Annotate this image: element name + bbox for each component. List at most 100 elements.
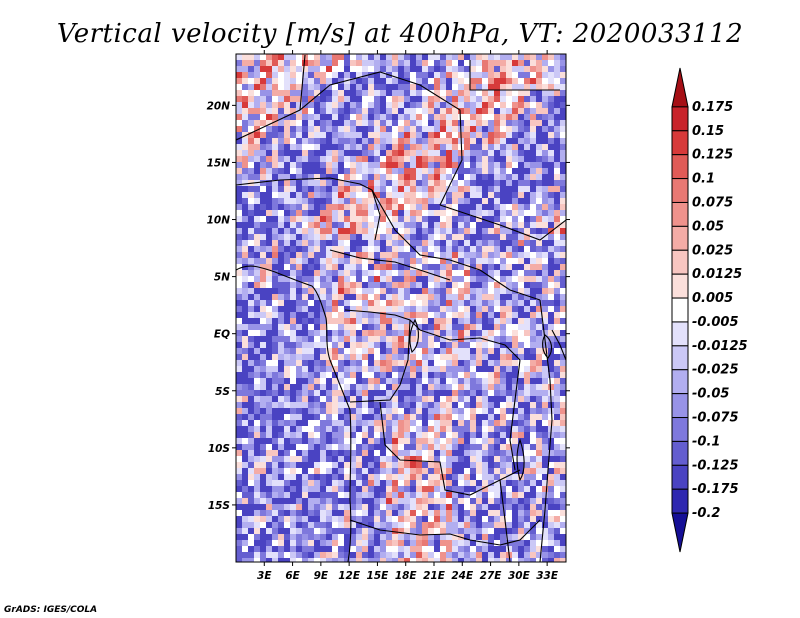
field-cell — [452, 66, 458, 72]
field-cell — [482, 90, 488, 96]
field-cell — [440, 144, 446, 150]
field-cell — [560, 150, 566, 156]
field-cell — [434, 180, 440, 186]
field-cell — [344, 162, 350, 168]
field-cell — [326, 150, 332, 156]
field-cell — [302, 264, 308, 270]
field-cell — [326, 312, 332, 318]
field-cell — [446, 186, 452, 192]
field-cell — [266, 354, 272, 360]
field-cell — [446, 162, 452, 168]
field-cell — [482, 516, 488, 522]
field-cell — [380, 270, 386, 276]
field-cell — [284, 324, 290, 330]
field-cell — [260, 204, 266, 210]
field-cell — [284, 234, 290, 240]
field-cell — [284, 66, 290, 72]
field-cell — [296, 540, 302, 546]
field-cell — [254, 420, 260, 426]
field-cell — [236, 444, 242, 450]
field-cell — [314, 408, 320, 414]
field-cell — [392, 66, 398, 72]
field-cell — [494, 444, 500, 450]
field-cell — [368, 72, 374, 78]
field-cell — [284, 78, 290, 84]
field-cell — [266, 330, 272, 336]
field-cell — [248, 474, 254, 480]
field-cell — [278, 462, 284, 468]
field-cell — [488, 438, 494, 444]
field-cell — [542, 420, 548, 426]
field-cell — [284, 306, 290, 312]
field-cell — [356, 486, 362, 492]
field-cell — [488, 396, 494, 402]
field-cell — [506, 324, 512, 330]
field-cell — [404, 522, 410, 528]
field-cell — [398, 558, 404, 562]
field-cell — [416, 480, 422, 486]
field-cell — [332, 156, 338, 162]
field-cell — [506, 420, 512, 426]
field-cell — [314, 96, 320, 102]
field-cell — [404, 144, 410, 150]
field-cell — [482, 522, 488, 528]
field-cell — [548, 240, 554, 246]
field-cell — [470, 222, 476, 228]
field-cell — [518, 360, 524, 366]
field-cell — [482, 342, 488, 348]
field-cell — [290, 444, 296, 450]
colorbar-label: -0.025 — [692, 363, 739, 378]
field-cell — [404, 558, 410, 562]
field-cell — [530, 414, 536, 420]
field-cell — [248, 174, 254, 180]
field-cell — [398, 318, 404, 324]
field-cell — [560, 120, 566, 126]
field-cell — [560, 456, 566, 462]
field-cell — [428, 516, 434, 522]
field-cell — [368, 282, 374, 288]
field-cell — [254, 534, 260, 540]
field-cell — [494, 318, 500, 324]
field-cell — [308, 222, 314, 228]
field-cell — [374, 144, 380, 150]
field-cell — [362, 366, 368, 372]
field-cell — [506, 72, 512, 78]
field-cell — [482, 486, 488, 492]
field-cell — [512, 144, 518, 150]
field-cell — [422, 540, 428, 546]
field-cell — [266, 516, 272, 522]
field-cell — [260, 444, 266, 450]
field-cell — [488, 432, 494, 438]
field-cell — [278, 318, 284, 324]
field-cell — [266, 198, 272, 204]
field-cell — [398, 336, 404, 342]
field-cell — [476, 294, 482, 300]
field-cell — [446, 144, 452, 150]
field-cell — [464, 492, 470, 498]
field-cell — [278, 60, 284, 66]
field-cell — [422, 546, 428, 552]
field-cell — [254, 138, 260, 144]
field-cell — [428, 150, 434, 156]
field-cell — [488, 330, 494, 336]
field-cell — [446, 306, 452, 312]
field-cell — [392, 300, 398, 306]
field-cell — [428, 372, 434, 378]
field-cell — [254, 294, 260, 300]
field-cell — [362, 282, 368, 288]
field-cell — [524, 168, 530, 174]
field-cell — [248, 456, 254, 462]
field-cell — [326, 120, 332, 126]
field-cell — [464, 474, 470, 480]
field-cell — [332, 144, 338, 150]
field-cell — [524, 198, 530, 204]
field-cell — [326, 552, 332, 558]
field-cell — [410, 510, 416, 516]
field-cell — [452, 258, 458, 264]
field-cell — [296, 168, 302, 174]
field-cell — [452, 552, 458, 558]
field-cell — [290, 252, 296, 258]
field-cell — [272, 420, 278, 426]
colorbar-swatch — [671, 67, 689, 108]
field-cell — [542, 72, 548, 78]
